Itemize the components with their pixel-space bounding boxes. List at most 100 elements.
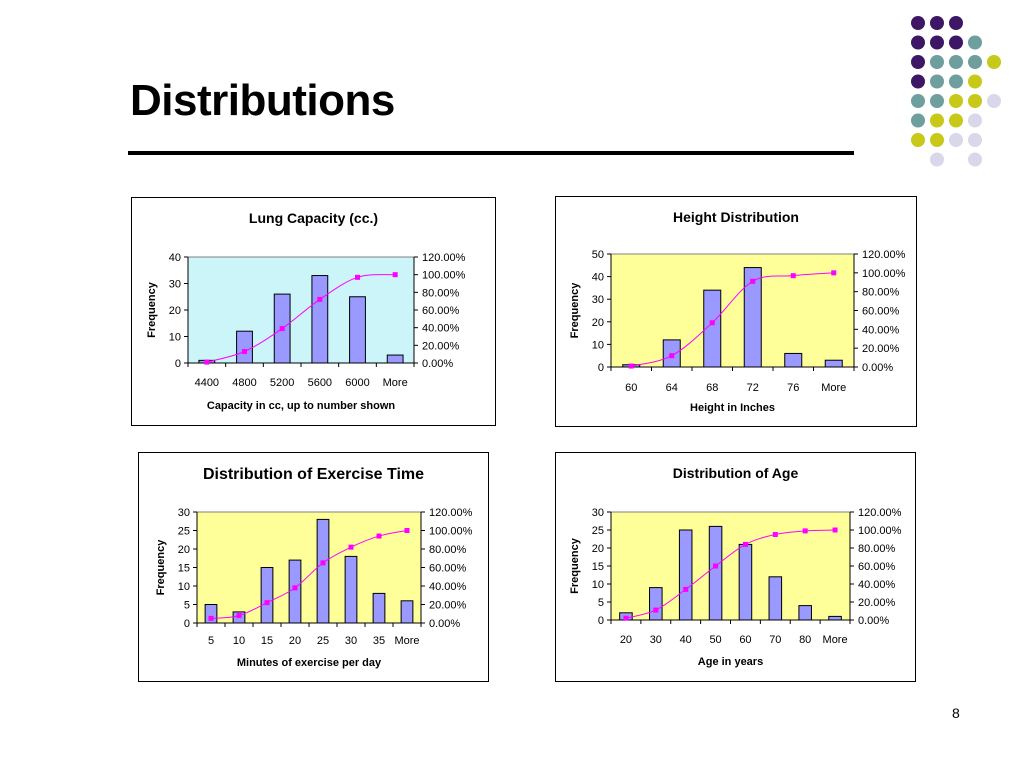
x-tick-label: 60	[625, 382, 637, 394]
cumulative-point	[264, 600, 270, 606]
y-axis-label: Frequency	[146, 281, 158, 338]
decorative-dot	[930, 16, 944, 30]
y2-tick-label: 80.00%	[858, 543, 896, 555]
x-tick-label: 6000	[345, 377, 369, 389]
cumulative-point	[404, 528, 410, 533]
y-tick-label: 10	[592, 579, 604, 591]
y-tick-label: 25	[178, 526, 190, 538]
y2-tick-label: 0.00%	[862, 362, 893, 374]
cumulative-point	[204, 359, 210, 365]
cumulative-point	[669, 353, 675, 359]
x-tick-label: 76	[787, 382, 799, 394]
decorative-dot	[930, 74, 944, 89]
cumulative-point	[376, 533, 382, 539]
y-tick-label: 0	[175, 358, 181, 370]
y-tick-label: 5	[184, 600, 190, 612]
cumulative-point	[242, 349, 247, 355]
y2-tick-label: 60.00%	[862, 306, 900, 318]
age-distribution-chart: Distribution of Age 0 5 10 15 20 25 30 0.00% 20.0…	[555, 452, 916, 682]
plot-area	[610, 511, 851, 621]
y-tick-label: 50	[592, 249, 604, 261]
x-tick-label: 30	[650, 634, 662, 646]
decorative-dot	[987, 55, 1001, 69]
cumulative-point	[317, 296, 323, 302]
x-tick-label: 5200	[270, 377, 294, 389]
x-tick-label: 5	[208, 635, 214, 647]
x-tick-label: More	[394, 635, 419, 647]
histogram-bar	[344, 555, 358, 624]
decorative-dot	[949, 55, 963, 69]
histogram-bar	[372, 592, 386, 624]
cumulative-point	[750, 278, 756, 284]
y2-tick-label: 0.00%	[858, 615, 889, 627]
histogram-bar	[260, 567, 274, 624]
chart-title: Lung Capacity (cc.)	[249, 210, 378, 226]
y2-tick-label: 120.00%	[858, 507, 902, 519]
x-tick-label: 60	[739, 634, 751, 646]
chart-svg: Distribution of Age 0 5 10 15 20 25 30 0.00% 20.0…	[569, 465, 902, 668]
decorative-dot	[911, 133, 925, 147]
y-tick-label: 20	[169, 305, 181, 317]
y-tick-label: 25	[592, 525, 604, 537]
decorative-dot	[968, 35, 982, 50]
histogram-bar	[703, 289, 722, 368]
decorative-dot	[968, 94, 982, 108]
decorative-dot	[930, 35, 944, 50]
cumulative-line	[206, 274, 396, 363]
x-tick-label: 25	[317, 635, 329, 647]
y2-tick-label: 20.00%	[862, 343, 900, 355]
cumulative-point	[713, 563, 719, 569]
chart-svg: Distribution of Exercise Time 0 5 10 15 20 25 3…	[155, 466, 473, 669]
cumulative-point	[208, 615, 214, 621]
y2-tick-label: 20.00%	[858, 597, 896, 609]
histogram-bar	[784, 352, 803, 368]
y-tick-label: 5	[598, 597, 604, 609]
x-tick-label: More	[823, 634, 848, 646]
y2-tick-label: 100.00%	[429, 526, 473, 538]
decorative-dot	[911, 35, 925, 50]
x-axis-label: Height in Inches	[690, 402, 775, 414]
y2-tick-label: 0.00%	[422, 358, 453, 370]
cumulative-point	[709, 320, 715, 326]
y-axis-label: Frequency	[569, 537, 581, 594]
decorative-dot	[911, 113, 925, 128]
histogram-bar	[386, 354, 404, 364]
cumulative-point	[802, 528, 808, 534]
y-tick-label: 20	[178, 544, 190, 556]
y-tick-label: 10	[178, 581, 190, 593]
cumulative-point	[292, 585, 298, 591]
x-tick-label: 30	[345, 635, 357, 647]
x-tick-label: 20	[289, 635, 301, 647]
decorative-dot	[911, 74, 925, 89]
decorative-dot	[930, 152, 944, 167]
title-underline	[128, 151, 854, 155]
y-tick-label: 15	[178, 563, 190, 575]
y2-tick-label: 120.00%	[429, 507, 473, 519]
y-tick-label: 15	[592, 561, 604, 573]
x-tick-label: 72	[747, 382, 759, 394]
y-tick-label: 20	[592, 317, 604, 329]
exercise-time-chart: Distribution of Exercise Time 0 5 10 15 20 25 3…	[138, 452, 489, 682]
decorative-dot	[930, 94, 944, 108]
lung-capacity-chart: Lung Capacity (cc.) 0 10 20 30 40 0.00% 20.00% 4…	[131, 197, 496, 426]
y2-tick-label: 120.00%	[422, 252, 466, 264]
y2-tick-label: 100.00%	[858, 525, 902, 537]
decorative-dot	[968, 74, 982, 89]
cumulative-line	[631, 272, 834, 367]
histogram-bar	[743, 267, 762, 368]
histogram-bar	[316, 518, 330, 624]
histogram-bar	[400, 600, 414, 624]
decorative-dot-grid	[911, 16, 1001, 167]
y-tick-label: 0	[598, 615, 604, 627]
y-tick-label: 30	[592, 294, 604, 306]
decorative-dot	[930, 113, 944, 128]
y2-tick-label: 40.00%	[862, 324, 900, 336]
y2-tick-label: 20.00%	[429, 600, 467, 612]
chart-title: Height Distribution	[673, 209, 799, 225]
histogram-bar	[288, 559, 302, 624]
cumulative-point	[279, 326, 285, 332]
cumulative-point	[320, 560, 326, 566]
plot-area	[187, 256, 415, 364]
decorative-dot	[911, 55, 925, 69]
histogram-bar	[824, 359, 843, 368]
